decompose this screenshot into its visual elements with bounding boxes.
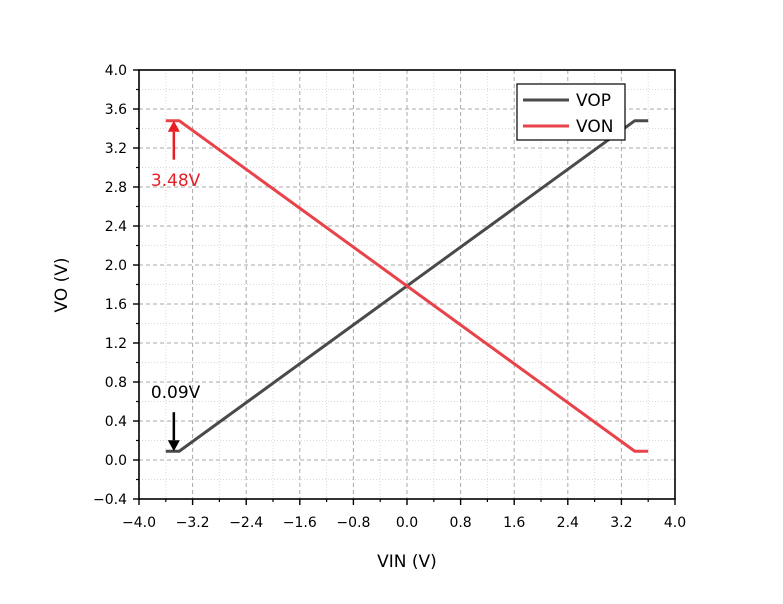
x-tick-label: −3.2 [176, 515, 210, 531]
x-tick-label: 0.0 [396, 515, 418, 531]
x-tick-label: −0.8 [336, 515, 370, 531]
y-tick-label: 2.4 [105, 219, 127, 235]
y-tick-label: 3.6 [105, 102, 127, 118]
x-tick-label: 2.4 [557, 515, 579, 531]
y-tick-label: −0.4 [93, 492, 127, 508]
y-axis-title: VO (V) [52, 257, 72, 312]
y-tick-label: 0.8 [105, 375, 127, 391]
annotation-arrowhead-vop-min [167, 440, 180, 452]
x-tick-label: 3.2 [610, 515, 632, 531]
y-tick-label: 1.6 [105, 297, 127, 313]
y-tick-label: 4.0 [105, 63, 127, 79]
series-line-von [165, 119, 649, 453]
x-axis-title: VIN (V) [377, 552, 437, 572]
annotation-arrowhead-von-max [167, 120, 180, 132]
y-tick-label: 2.0 [105, 258, 127, 274]
legend-label-vop: VOP [576, 91, 611, 111]
x-tick-label: −2.4 [229, 515, 263, 531]
y-tick-label: 3.2 [105, 141, 127, 157]
legend-label-von: VON [576, 117, 613, 137]
series-layer [165, 119, 649, 453]
x-tick-label: −4.0 [122, 515, 156, 531]
axis-ticks: −4.0 −3.2 −2.4 −1.6 −0.8 0.0 0.8 1.6 2.4 3.2 4.0 −0… [93, 63, 686, 531]
legend-box [516, 83, 626, 141]
x-tick-label: 0.8 [449, 515, 471, 531]
x-tick-label: −1.6 [283, 515, 317, 531]
annotation-label-von-max: 3.48V [151, 171, 201, 191]
legend: VOP VON [516, 83, 626, 141]
annotation-label-vop-min: 0.09V [151, 383, 201, 403]
y-tick-label: 1.2 [105, 336, 127, 352]
x-tick-label: 4.0 [664, 515, 686, 531]
y-tick-label: 0.0 [105, 453, 127, 469]
axis-titles: VIN (V) VO (V) [52, 257, 437, 572]
y-tick-label: 2.8 [105, 180, 127, 196]
x-tick-label: 1.6 [503, 515, 525, 531]
annotation-layer: 3.48V 0.09V [151, 120, 201, 452]
y-tick-label: 0.4 [105, 414, 127, 430]
